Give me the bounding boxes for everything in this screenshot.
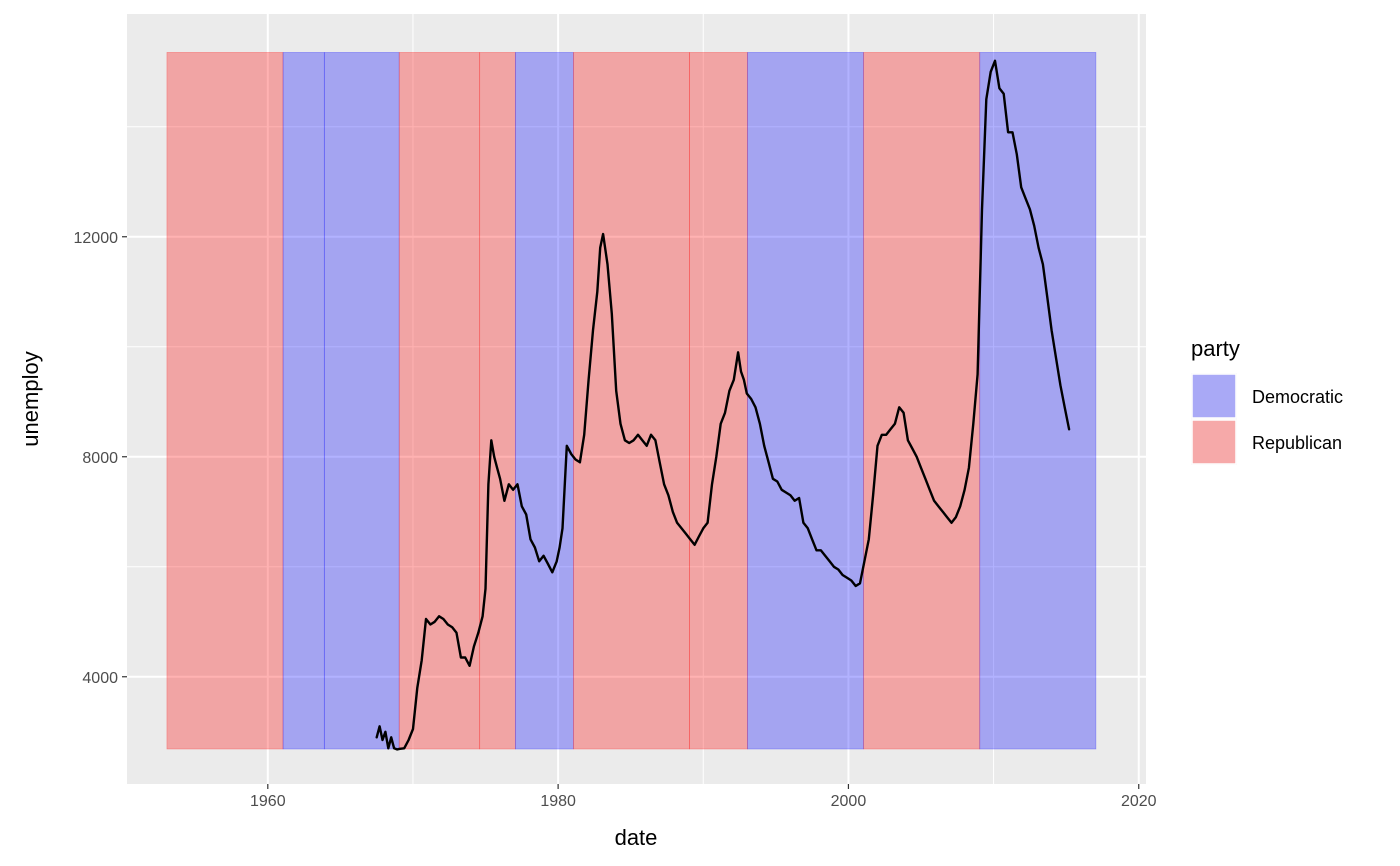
unemploy-line (375, 59, 1071, 751)
legend-label: Republican (1252, 433, 1342, 453)
term-rect-republican (166, 52, 284, 750)
y-tick-label: 4000 (82, 670, 118, 687)
legend: party Democratic Republican (1191, 336, 1343, 465)
y-axis-ticks: 4000 8000 12000 (74, 230, 127, 687)
legend-key-democratic (1191, 373, 1237, 419)
y-tick-label: 8000 (82, 450, 118, 467)
x-tick-label: 1980 (540, 793, 576, 810)
term-rect-republican (573, 52, 690, 750)
legend-title: party (1191, 336, 1240, 361)
term-rect-republican (863, 52, 981, 750)
term-rect-democratic (323, 52, 400, 750)
term-rect-republican (479, 52, 516, 750)
y-tick-label: 12000 (74, 230, 119, 247)
x-axis-ticks: 1960 1980 2000 2020 (250, 784, 1157, 810)
x-tick-label: 1960 (250, 793, 286, 810)
legend-entries: Democratic Republican (1191, 373, 1343, 465)
term-rect-democratic (514, 52, 574, 750)
term-rect-republican (689, 52, 748, 750)
term-rect-democratic (282, 52, 325, 750)
y-axis-title: unemploy (18, 351, 43, 446)
x-tick-label: 2020 (1121, 793, 1157, 810)
term-rect-democratic (747, 52, 864, 750)
x-axis-title: date (615, 825, 658, 850)
minor-gridlines (127, 14, 1146, 784)
term-rect-democratic (979, 52, 1097, 750)
legend-label: Democratic (1252, 387, 1343, 407)
series-line (375, 59, 1071, 751)
x-tick-label: 2000 (831, 793, 867, 810)
major-gridlines (127, 14, 1146, 784)
legend-key-background (1191, 373, 1237, 419)
term-rect-republican (398, 52, 481, 750)
party-term-rectangles (166, 52, 1097, 750)
legend-key-background (1191, 419, 1237, 465)
legend-key-republican (1191, 419, 1237, 465)
